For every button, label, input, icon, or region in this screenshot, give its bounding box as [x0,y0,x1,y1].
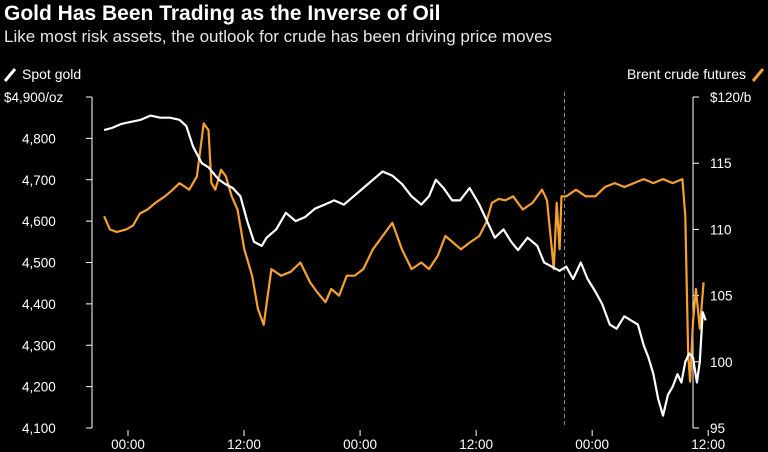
brent-legend-swatch [751,68,765,82]
right-tick-label: 95 [710,421,725,436]
left-tick-label: 4,500 [22,256,56,271]
left-axis-labels: 4,100 4,200 4,300 4,400 4,500 4,600 4,70… [4,90,64,436]
left-tick-label: 4,300 [22,338,56,353]
legend-brent: Brent crude futures [627,66,765,82]
left-tick-label: $4,900/oz [4,90,64,105]
left-tick-label: 4,700 [22,173,56,188]
x-tick-label: 12:00 [459,437,493,452]
brent-series-line [103,122,705,383]
chart-subtitle: Like most risk assets, the outlook for c… [4,27,553,46]
x-tick-label: 00:00 [111,437,145,452]
right-tick-label: 105 [710,289,733,304]
right-tick-label: $120/b [710,90,751,105]
brent-legend-label: Brent crude futures [627,66,746,82]
right-axis-labels: 95 100 105 110 115 $120/b [710,90,751,436]
legend-gold: Spot gold [3,66,81,82]
left-tick-label: 4,100 [22,421,56,436]
left-tick-label: 4,200 [22,380,56,395]
x-tick-label: 12:00 [691,437,725,452]
left-tick-label: 4,600 [22,214,56,229]
x-axis-labels: 00:00 12:00 00:00 12:00 00:00 12:00 [111,437,725,452]
chart-title: Gold Has Been Trading as the Inverse of … [4,2,441,25]
right-tick-label: 115 [710,156,732,171]
x-tick-label: 00:00 [343,437,377,452]
gold-legend-swatch [3,68,17,82]
x-tick-label: 12:00 [227,437,261,452]
gold-series-line [103,114,707,417]
left-axis-ticks [86,96,92,429]
x-axis-ticks [127,430,709,436]
right-tick-label: 100 [710,355,733,370]
left-tick-label: 4,800 [22,131,56,146]
gold-legend-label: Spot gold [22,66,81,82]
right-tick-label: 110 [710,222,732,237]
x-tick-label: 00:00 [575,437,609,452]
left-tick-label: 4,400 [22,297,56,312]
